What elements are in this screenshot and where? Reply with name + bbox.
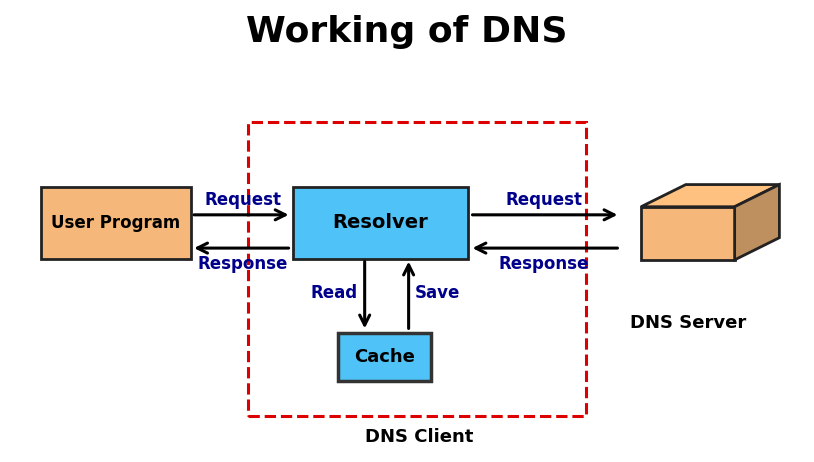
Text: Response: Response	[197, 255, 288, 273]
Text: Save: Save	[415, 285, 461, 302]
Text: Cache: Cache	[354, 348, 415, 366]
Polygon shape	[641, 207, 734, 260]
Text: DNS Server: DNS Server	[630, 315, 746, 332]
Text: Working of DNS: Working of DNS	[247, 15, 567, 49]
Text: User Program: User Program	[51, 214, 181, 232]
Text: DNS Client: DNS Client	[365, 428, 474, 445]
Polygon shape	[641, 184, 779, 207]
Text: Request: Request	[505, 191, 582, 208]
Text: Response: Response	[498, 255, 589, 273]
FancyBboxPatch shape	[293, 187, 468, 259]
Polygon shape	[734, 184, 779, 260]
FancyBboxPatch shape	[338, 333, 431, 381]
Text: Resolver: Resolver	[333, 213, 428, 232]
FancyBboxPatch shape	[41, 187, 191, 259]
Text: Request: Request	[204, 191, 281, 208]
Text: Read: Read	[310, 285, 357, 302]
